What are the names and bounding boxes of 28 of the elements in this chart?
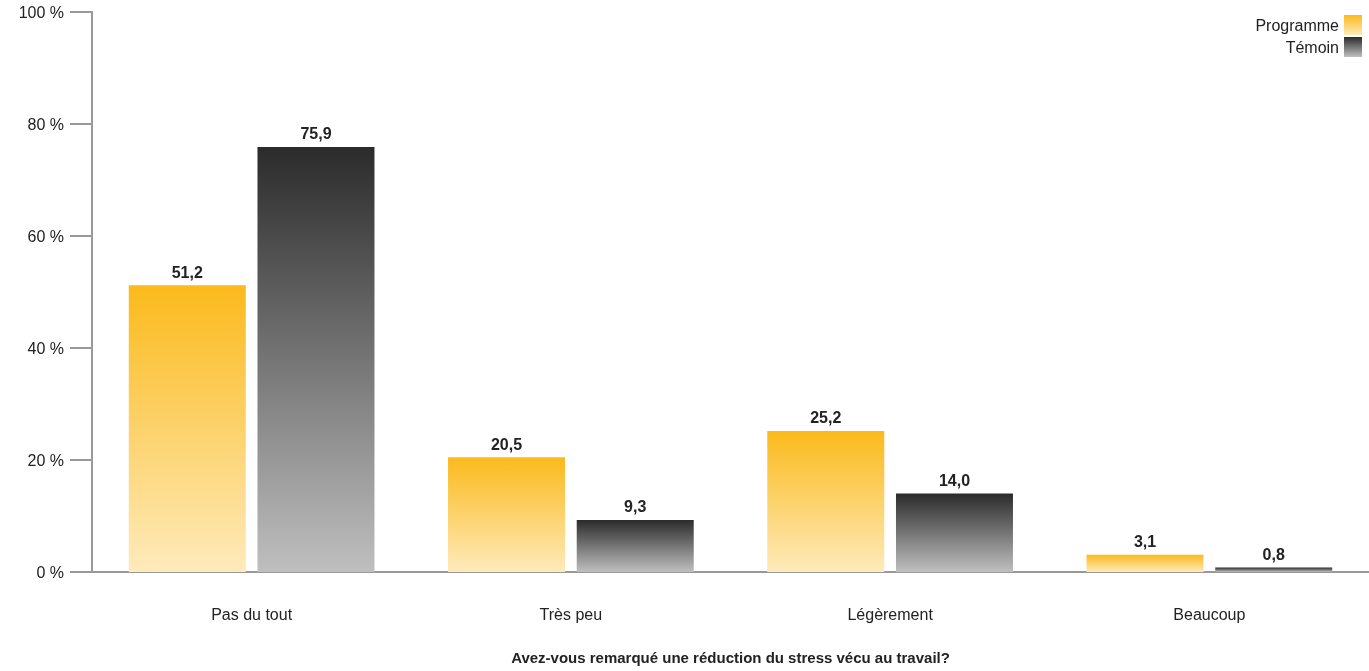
bar bbox=[767, 430, 885, 572]
data-label: 14,0 bbox=[938, 472, 971, 490]
data-label: 25,2 bbox=[810, 409, 842, 427]
bar bbox=[257, 146, 375, 572]
bar bbox=[1086, 554, 1204, 572]
x-axis-title: Avez-vous remarqué une réduction du stress vécu au travail? bbox=[511, 649, 950, 666]
data-label: 9,3 bbox=[624, 498, 647, 516]
y-tick-label: 20 % bbox=[27, 451, 64, 469]
y-tick-label: 0 % bbox=[36, 563, 64, 581]
data-label: 20,5 bbox=[490, 435, 523, 453]
y-tick-label: 60 % bbox=[27, 227, 64, 245]
bar bbox=[128, 285, 246, 572]
y-tick-label: 80 % bbox=[27, 115, 64, 133]
bar bbox=[895, 493, 1013, 572]
data-label: 0,8 bbox=[1262, 546, 1285, 564]
data-label: 3,1 bbox=[1133, 533, 1157, 551]
bar bbox=[576, 519, 694, 572]
x-tick-label: Beaucoup bbox=[1173, 605, 1246, 623]
legend-label: Témoin bbox=[1285, 38, 1339, 56]
data-label: 51,2 bbox=[171, 263, 203, 281]
y-tick-label: 100 % bbox=[18, 3, 64, 21]
x-tick-label: Pas du tout bbox=[211, 605, 293, 623]
data-label: 75,9 bbox=[300, 125, 332, 143]
x-tick-label: Très peu bbox=[539, 605, 603, 623]
y-tick-label: 40 % bbox=[27, 339, 64, 357]
bar bbox=[448, 457, 566, 572]
legend-label: Programme bbox=[1255, 16, 1340, 34]
x-tick-label: Légèrement bbox=[847, 605, 934, 623]
